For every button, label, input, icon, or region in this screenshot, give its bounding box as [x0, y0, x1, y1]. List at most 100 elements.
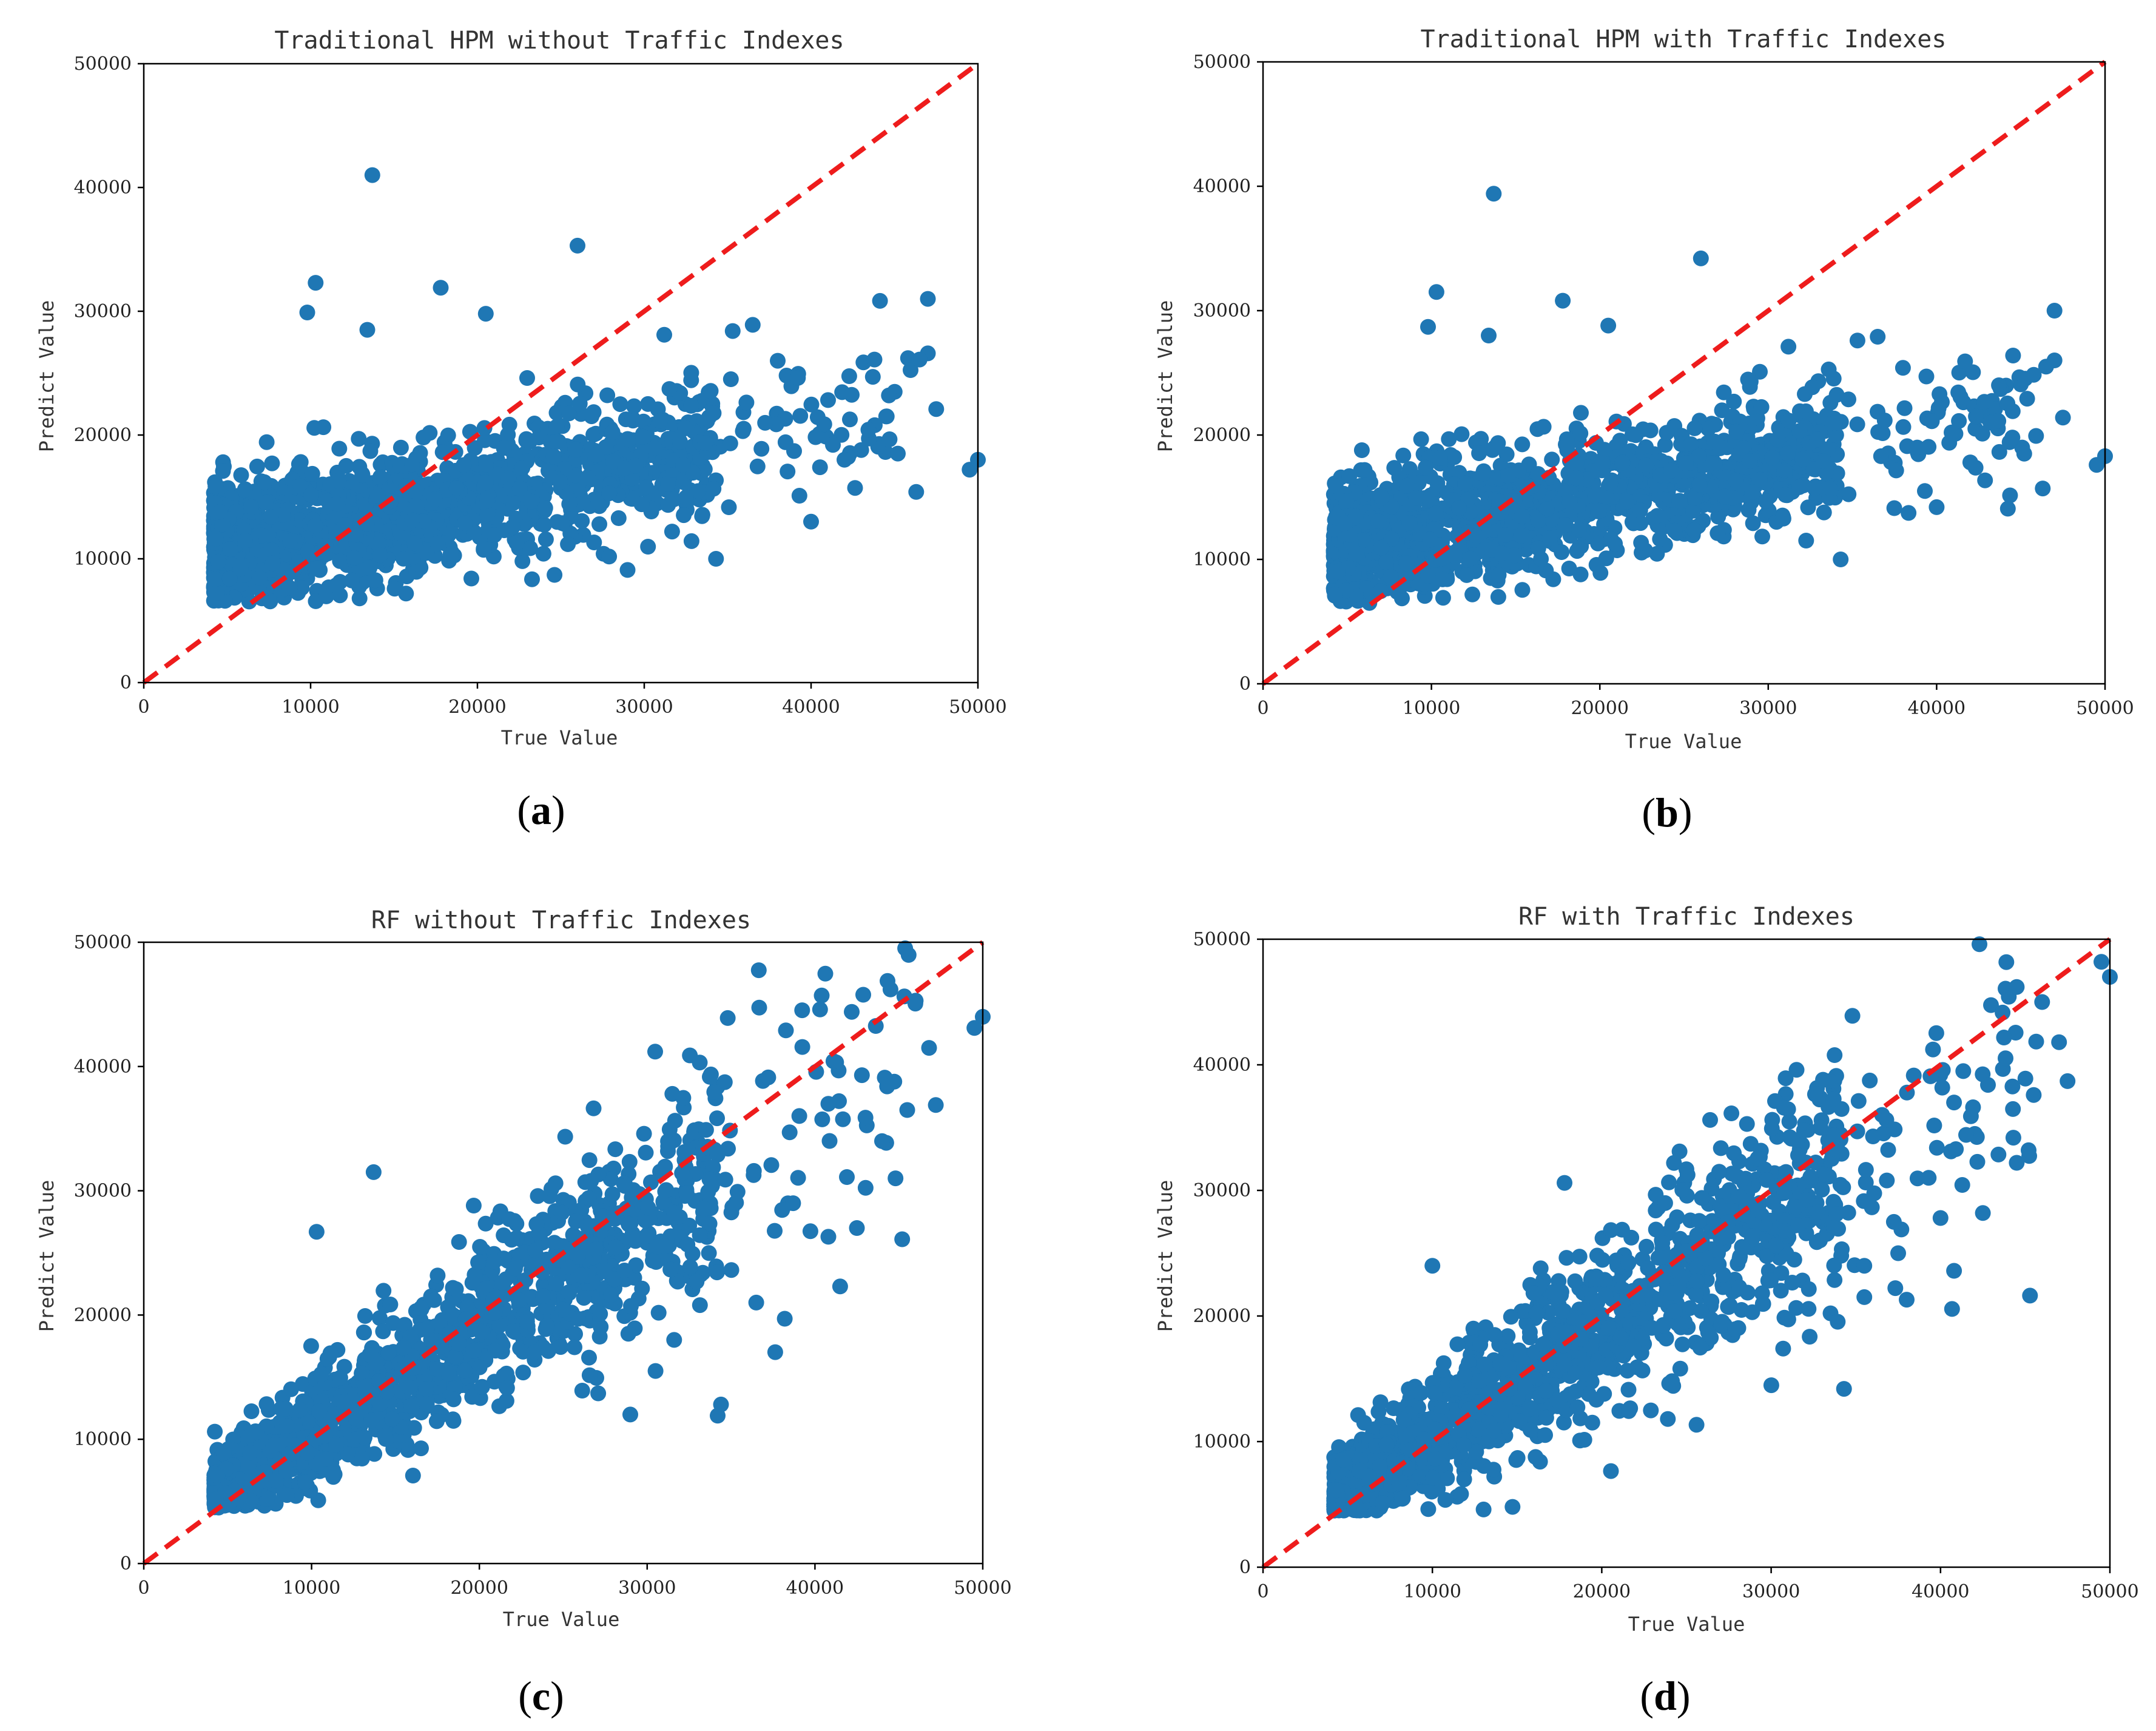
scatter-point	[561, 405, 578, 422]
y-tick-label: 10000	[1193, 1431, 1251, 1453]
x-tick-label: 0	[1257, 1581, 1268, 1602]
scatter-point	[404, 456, 420, 473]
scatter-point	[553, 1339, 569, 1355]
scatter-point	[1373, 489, 1390, 505]
scatter-point	[633, 496, 650, 513]
x-tick-label: 40000	[1912, 1581, 1969, 1602]
scatter-point	[514, 553, 531, 569]
scatter-point	[666, 1332, 682, 1348]
scatter-point	[1716, 384, 1732, 400]
scatter-point	[908, 484, 925, 500]
scatter-point	[354, 467, 371, 484]
scatter-point	[1924, 413, 1940, 430]
scatter-point	[328, 577, 344, 593]
scatter-point	[1591, 502, 1608, 519]
scatter-point	[311, 1403, 328, 1419]
scatter-point	[583, 1173, 599, 1189]
scatter-point	[814, 1111, 830, 1127]
plot-area-frame	[143, 62, 979, 684]
scatter-point	[682, 1259, 698, 1275]
scatter-point	[329, 538, 345, 555]
scatter-point	[554, 515, 570, 531]
scatter-point	[802, 1223, 818, 1240]
scatter-point	[451, 1335, 467, 1352]
scatter-point	[1888, 462, 1904, 479]
scatter-point	[567, 442, 584, 458]
panel-label-letter: c	[532, 1673, 550, 1719]
scatter-point	[1791, 423, 1808, 439]
scatter-point	[1849, 332, 1865, 349]
scatter-point	[1491, 567, 1507, 583]
scatter-point	[1649, 508, 1665, 524]
scatter-point	[357, 1429, 372, 1446]
chart-title: RF with Traffic Indexes	[1518, 903, 1854, 931]
scatter-point	[527, 1344, 543, 1360]
scatter-point	[477, 306, 494, 322]
scatter-point	[207, 1423, 223, 1440]
scatter-point	[1917, 483, 1933, 499]
scatter-point	[874, 1133, 890, 1149]
scatter-point	[664, 524, 680, 540]
scatter-point	[662, 1261, 679, 1278]
scatter-point	[900, 350, 916, 366]
scatter-point	[1691, 477, 1708, 493]
scatter-point	[1373, 539, 1389, 556]
scatter-point	[1600, 317, 1617, 334]
scatter-point	[384, 1411, 400, 1427]
scatter-point	[879, 1078, 895, 1095]
scatter-point	[1822, 480, 1838, 496]
scatter-point	[1742, 453, 1758, 470]
scatter-point	[477, 432, 493, 448]
x-tick-label: 10000	[283, 1577, 340, 1599]
scatter-point	[748, 1294, 764, 1311]
scatter-point	[835, 1111, 851, 1127]
scatter-point	[842, 411, 858, 428]
scatter-point	[548, 405, 565, 421]
x-tick-label: 50000	[954, 1577, 1011, 1599]
scatter-point	[1395, 447, 1412, 464]
scatter-point	[585, 427, 602, 443]
scatter-point	[1398, 555, 1415, 572]
y-tick-label: 20000	[1193, 425, 1251, 446]
scatter-point	[539, 1318, 555, 1334]
scatter-point	[309, 561, 325, 577]
scatter-point	[1804, 379, 1821, 396]
scatter-point	[581, 1367, 598, 1383]
scatter-point	[708, 551, 724, 567]
scatter-point	[2002, 487, 2018, 504]
scatter-point	[1592, 565, 1609, 581]
y-axis-label: Predict Value	[1154, 1180, 1177, 1332]
scatter-point	[603, 1287, 619, 1303]
scatter-point	[413, 1440, 429, 1457]
scatter-point	[560, 536, 576, 552]
scatter-point	[363, 1412, 380, 1429]
scatter-point	[487, 1343, 504, 1359]
scatter-point	[894, 1231, 911, 1247]
scatter-point	[1638, 457, 1654, 473]
scatter-point	[1909, 439, 1925, 456]
scatter-point	[1494, 545, 1510, 561]
scatter-point	[567, 1339, 582, 1355]
scatter-point	[710, 1408, 726, 1424]
scatter-point	[1713, 440, 1729, 456]
y-tick-label: 0	[120, 672, 132, 693]
scatter-point	[1587, 488, 1603, 504]
scatter-point	[701, 1245, 717, 1261]
scatter-point	[376, 1283, 392, 1299]
scatter-point	[1952, 389, 1969, 405]
scatter-point	[331, 440, 348, 457]
chart-panel-a: Traditional HPM without Traffic Indexes …	[35, 27, 1007, 833]
x-tick-label: 10000	[281, 697, 339, 718]
scatter-point	[1514, 436, 1531, 453]
scatter-point	[268, 1473, 284, 1489]
scatter-point	[279, 1418, 295, 1434]
scatter-point	[1962, 454, 1978, 471]
scatter-point	[1745, 515, 1761, 531]
scatter-point	[369, 488, 386, 504]
scatter-point	[1446, 449, 1463, 465]
scatter-point	[605, 453, 621, 470]
scatter-point	[426, 491, 443, 507]
scatter-point	[351, 431, 367, 447]
scatter-point	[652, 413, 669, 429]
scatter-point	[751, 999, 767, 1016]
